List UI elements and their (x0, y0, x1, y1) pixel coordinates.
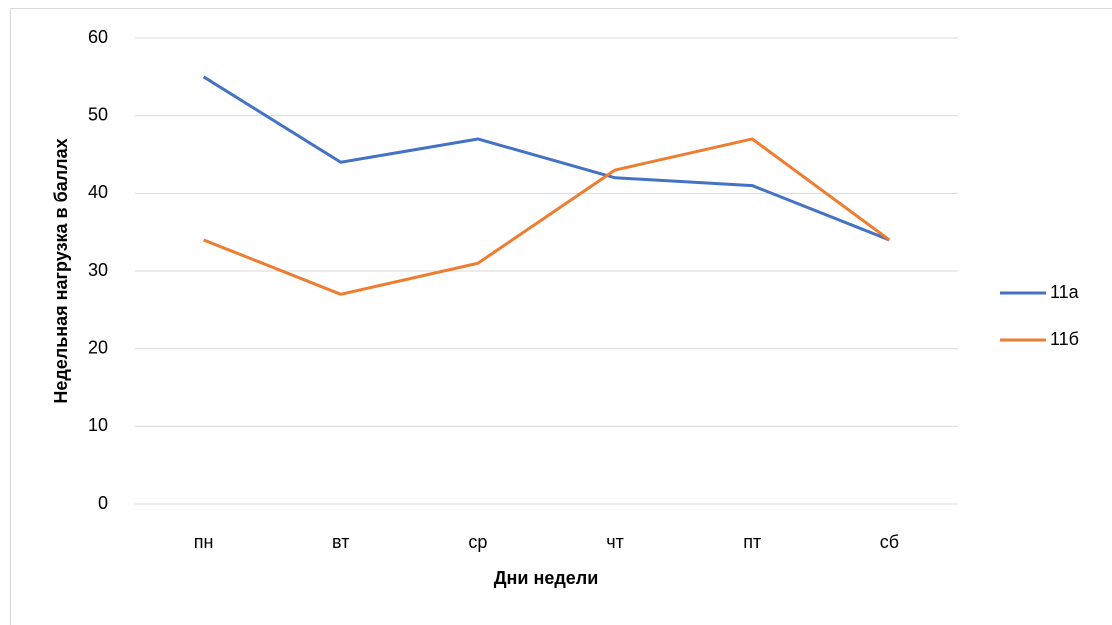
legend-label: 11а (1050, 282, 1080, 302)
y-tick-label: 50 (88, 104, 108, 124)
x-tick-label: сб (880, 532, 899, 552)
y-axis-title: Недельная нагрузка в баллах (51, 138, 71, 403)
x-axis-title: Дни недели (494, 568, 599, 588)
y-tick-label: 30 (88, 260, 108, 280)
x-tick-label: пн (194, 532, 214, 552)
series-line (203, 137, 891, 296)
y-tick-label: 0 (98, 493, 108, 513)
x-tick-label: пт (743, 532, 761, 552)
series-line (202, 75, 890, 242)
y-tick-label: 40 (88, 182, 108, 202)
x-tick-label: чт (606, 532, 624, 552)
x-tick-label: вт (332, 532, 349, 552)
legend-label: 11б (1050, 329, 1079, 349)
x-tick-label: ср (468, 532, 487, 552)
y-tick-label: 60 (88, 27, 108, 47)
y-tick-label: 20 (88, 337, 108, 357)
y-tick-label: 10 (88, 415, 108, 435)
